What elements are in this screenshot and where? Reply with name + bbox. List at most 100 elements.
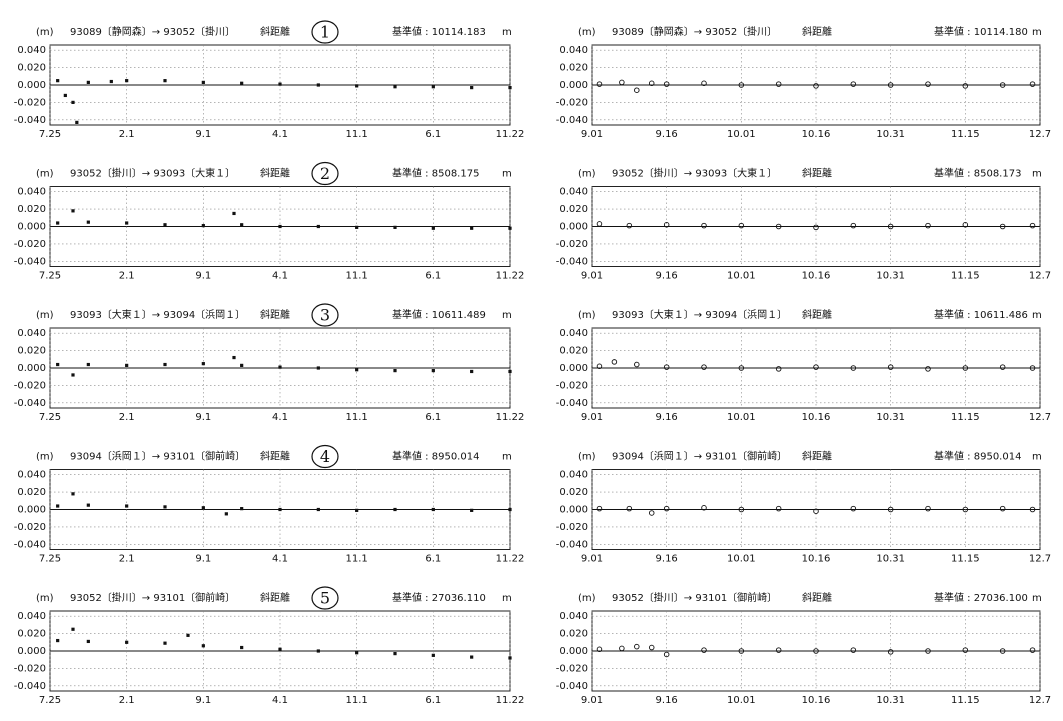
point [86,639,90,644]
y-tick-label: -0.040 [556,681,588,692]
chart-title: 93093〔大東１〕→ 93094〔浜岡１〕 [70,308,245,321]
unit: m [1032,593,1042,604]
x-tick-label: 9.16 [656,695,678,706]
x-tick-label: 7.25 [39,271,61,282]
x-tick-label: 4.1 [272,129,288,140]
y-tick-label: -0.040 [556,256,588,267]
unit: m [502,452,512,463]
x-tick-label: 10.31 [876,271,905,282]
point [648,644,655,651]
point [163,505,167,509]
point [619,79,625,86]
point [596,505,603,512]
y-tick-label: 0.040 [559,611,588,622]
annotation-circle [311,161,339,186]
x-tick-label: 9.1 [195,554,211,565]
unit-label: (m) [578,310,596,321]
point [393,652,397,656]
unit-label: (m) [578,169,596,180]
point [431,369,435,373]
y-tick-label: 0.040 [17,187,46,198]
point [470,508,474,512]
y-tick-label: 0.020 [559,346,588,357]
point [393,507,397,512]
point [596,363,603,370]
y-tick-label: 0.040 [17,328,46,339]
x-tick-label: 6.1 [425,271,441,282]
point [201,80,205,84]
point [393,85,397,89]
annotation: 1 [320,23,330,42]
point [201,224,205,228]
chart-title: 93089〔静岡森〕→ 93052〔掛川〕 [612,25,777,38]
point [1029,81,1036,87]
point [962,647,969,653]
chart-title: 93089〔静岡森〕→ 93052〔掛川〕 [70,25,235,38]
x-tick-label: 10.16 [802,271,831,282]
chart-title: 93094〔浜岡１〕→ 93101〔御前崎〕 [612,450,787,463]
point [86,503,90,507]
point [634,361,640,368]
point [232,211,236,216]
point [738,506,745,513]
unit: m [1032,310,1042,321]
x-tick-label: 9.16 [656,129,678,140]
point [962,506,969,513]
reference-value: 基準値 : 8508.175 [392,167,479,180]
y-tick-label: 0.000 [17,505,46,516]
x-tick-label: 10.01 [727,554,756,565]
point [738,222,745,229]
point [355,508,359,512]
x-tick-label: 4.1 [272,554,288,565]
x-tick-label: 9.16 [656,271,678,282]
point [470,86,474,90]
x-tick-label: 2.1 [119,129,135,140]
x-tick-label: 2.1 [119,412,135,423]
point [701,364,707,370]
point [431,653,435,657]
reference-value: 基準値 : 8950.014 [934,450,1021,463]
point [201,506,205,510]
point [186,633,190,637]
unit: m [502,593,512,604]
point [887,649,894,655]
point [925,222,931,229]
x-tick-label: 9.1 [195,695,211,706]
x-tick-label: 10.01 [727,695,756,706]
x-tick-label: 12.7 [1029,271,1051,282]
point [470,655,474,659]
subtitle: 斜距離 [260,450,290,463]
point [278,507,282,512]
y-tick-label: 0.020 [17,204,46,215]
point [71,373,75,377]
y-tick-label: 0.000 [559,363,588,374]
point [86,80,90,84]
reference-value: 基準値 : 10611.489 [392,308,486,321]
point [125,221,129,225]
chart-title: 93052〔掛川〕→ 93093〔大東１〕 [612,167,777,180]
x-tick-label: 12.7 [1029,412,1051,423]
y-tick-label: -0.040 [14,539,46,550]
subtitle: 斜距離 [260,591,290,604]
subtitle: 斜距離 [260,308,290,321]
unit-label: (m) [578,593,596,604]
y-tick-label: 0.020 [17,629,46,640]
chart-title: 93052〔掛川〕→ 93101〔御前崎〕 [612,591,777,604]
x-tick-label: 9.16 [656,412,678,423]
point [999,82,1006,88]
y-tick-label: 0.000 [559,646,588,657]
point [596,646,603,653]
x-tick-label: 6.1 [425,412,441,423]
x-tick-label: 11.1 [346,129,368,140]
annotation-circle [311,20,339,44]
point [240,507,244,511]
point [163,223,167,227]
y-tick-label: 0.000 [17,80,46,91]
point [596,81,603,87]
point [508,656,512,660]
point [999,364,1006,370]
point [887,82,894,88]
x-tick-label: 11.1 [346,271,368,282]
point [201,644,205,648]
subtitle: 斜距離 [802,167,832,180]
